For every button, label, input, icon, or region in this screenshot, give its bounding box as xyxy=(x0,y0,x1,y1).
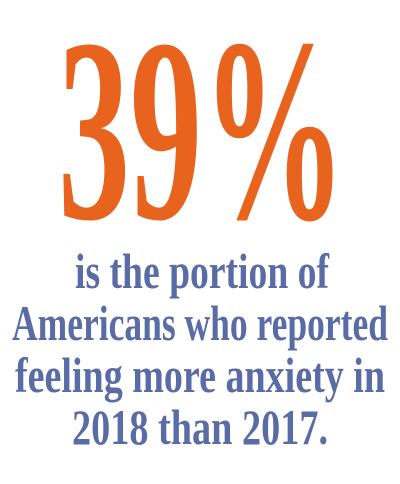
headline-stat: 39% xyxy=(58,0,346,275)
caption-line: is the portion of xyxy=(75,243,330,299)
caption-line: Americans who reported xyxy=(12,295,388,351)
caption-line: feeling more anxiety in xyxy=(15,347,385,403)
caption-line: 2018 than 2017. xyxy=(72,399,328,455)
